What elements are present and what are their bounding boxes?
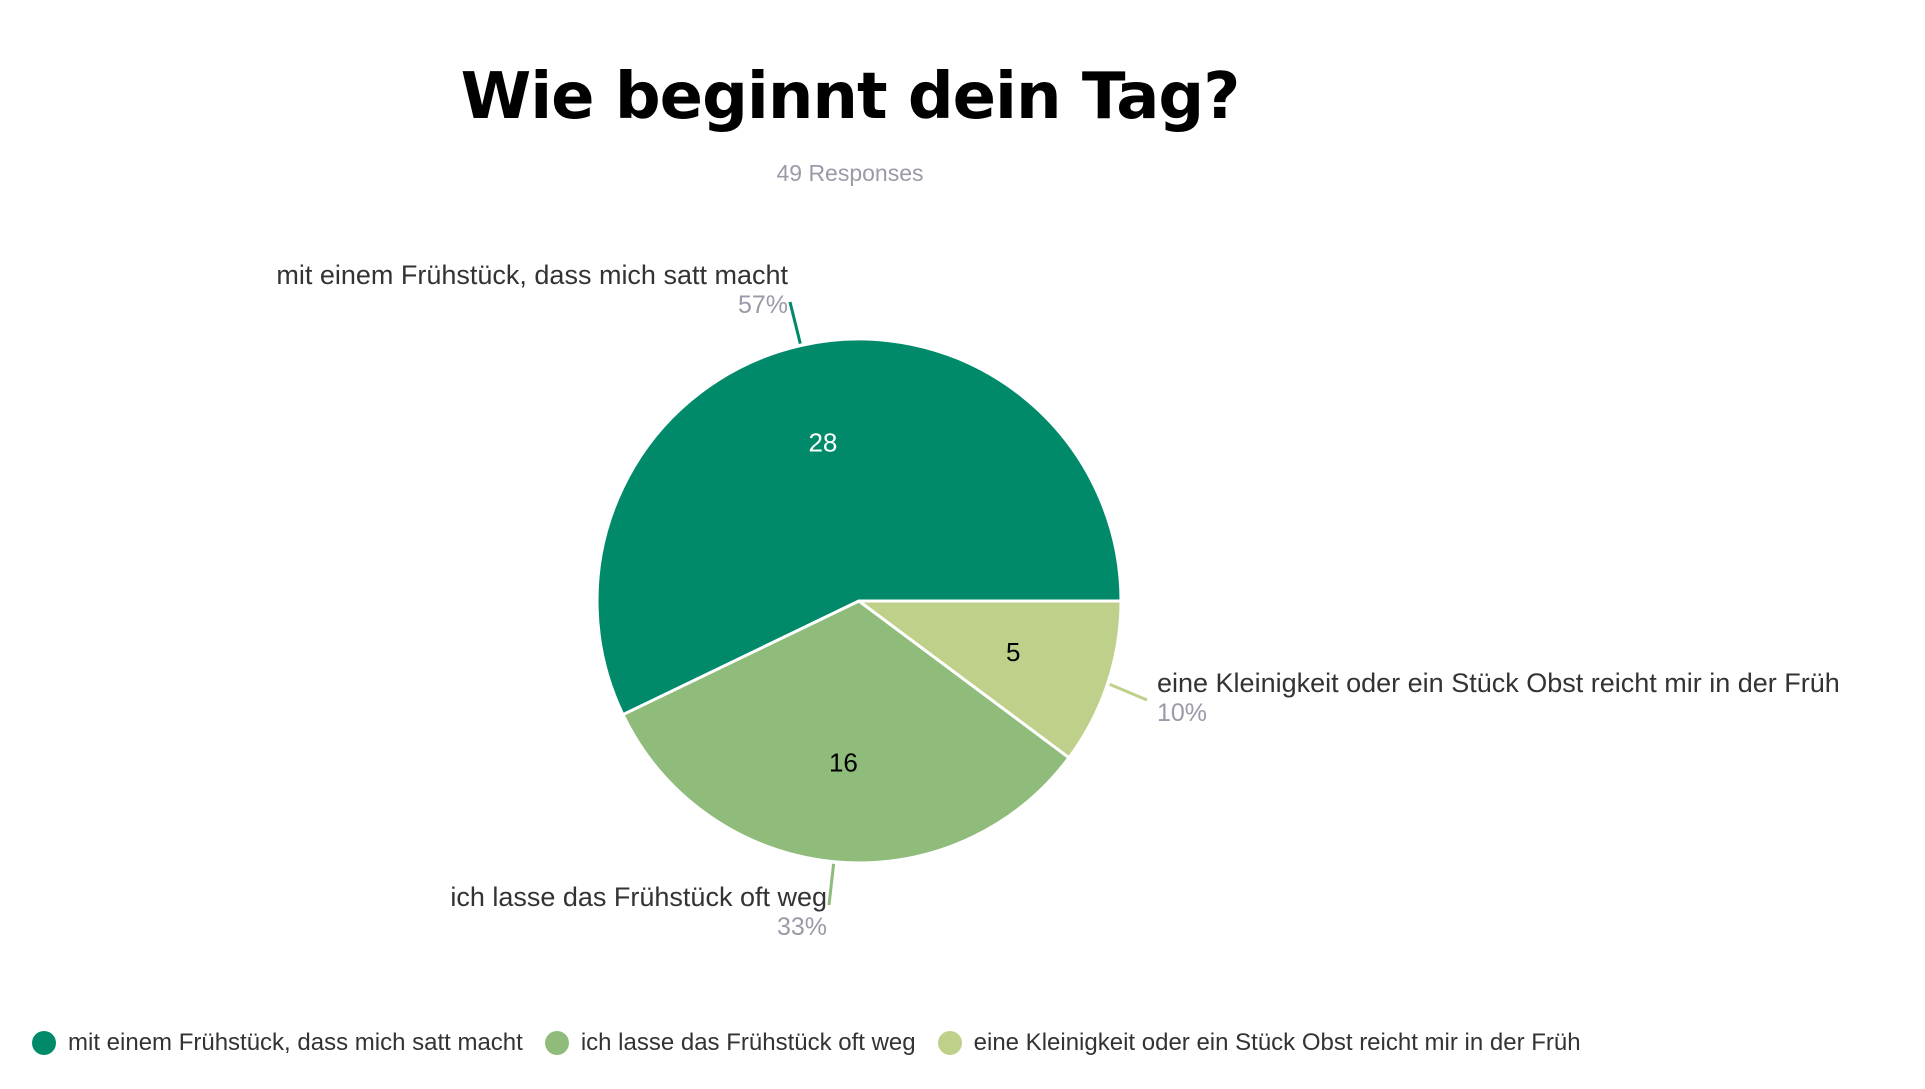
pie-slice-weg[interactable] xyxy=(621,599,1071,865)
legend-swatch-satt xyxy=(32,1031,56,1055)
pie-slice-satt[interactable] xyxy=(595,337,1123,717)
legend-swatch-kleinigkeit xyxy=(937,1031,962,1055)
legend-label-kleinigkeit: eine Kleinigkeit oder ein Stück Obst rei… xyxy=(973,1029,1581,1056)
slice-value-kleinigkeit: 5 xyxy=(1006,637,1020,667)
slice-percent-kleinigkeit: 10% xyxy=(1157,699,1207,727)
pie-slice-kleinigkeit[interactable] xyxy=(857,599,1123,760)
legend-label-satt: mit einem Frühstück, dass mich satt mach… xyxy=(68,1029,523,1056)
chart-legend: mit einem Frühstück, dass mich satt mach… xyxy=(32,1028,1603,1058)
chart-title: Wie beginnt dein Tag? xyxy=(460,60,1241,134)
leader-line-weg xyxy=(827,863,836,906)
legend-label-weg: ich lasse das Frühstück oft weg xyxy=(580,1029,916,1056)
legend-item-satt[interactable]: mit einem Frühstück, dass mich satt mach… xyxy=(32,1029,523,1057)
slice-percent-weg: 33% xyxy=(777,913,827,941)
slice-value-weg: 16 xyxy=(829,748,858,778)
chart-subtitle: 49 Responses xyxy=(776,160,924,186)
legend-item-kleinigkeit[interactable]: eine Kleinigkeit oder ein Stück Obst rei… xyxy=(937,1029,1581,1057)
leader-line-satt xyxy=(788,301,802,344)
slice-label-kleinigkeit: eine Kleinigkeit oder ein Stück Obst rei… xyxy=(1157,668,1840,698)
slice-label-satt: mit einem Frühstück, dass mich satt mach… xyxy=(276,260,788,290)
slice-percent-satt: 57% xyxy=(738,291,788,319)
slice-value-satt: 28 xyxy=(808,428,837,458)
legend-swatch-weg xyxy=(544,1031,569,1055)
leader-line-kleinigkeit xyxy=(1109,682,1148,702)
legend-item-weg[interactable]: ich lasse das Frühstück oft weg xyxy=(544,1029,916,1057)
slice-label-weg: ich lasse das Frühstück oft weg xyxy=(450,882,827,912)
